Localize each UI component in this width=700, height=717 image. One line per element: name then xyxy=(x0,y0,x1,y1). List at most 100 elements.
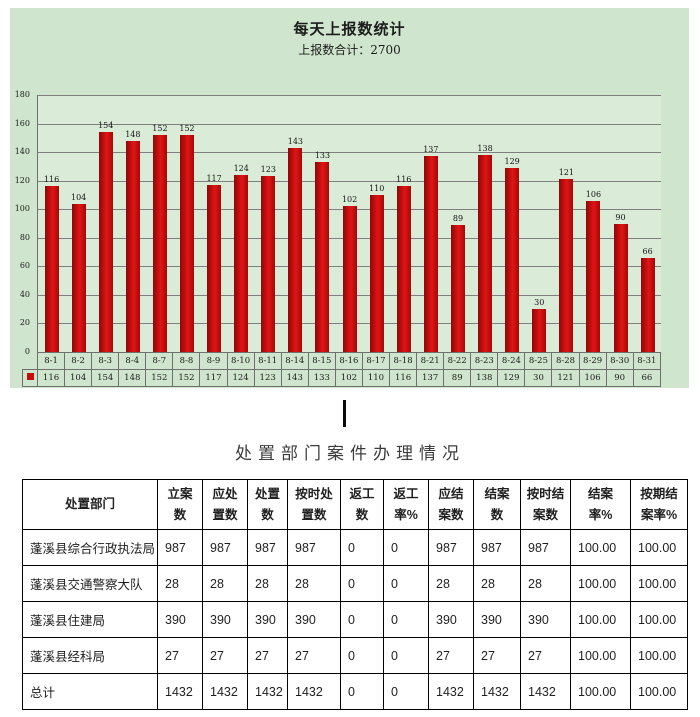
x-value-cell: 117 xyxy=(199,369,228,387)
table-cell: 蓬溪县综合行政执法局 xyxy=(22,529,158,566)
bar-slot-8-14: 143 xyxy=(282,95,309,352)
x-label-cell: 8-28 xyxy=(551,352,580,370)
table-cell: 28 xyxy=(520,565,571,602)
table-cell: 100.00 xyxy=(570,637,631,674)
bar-slot-8-11: 123 xyxy=(255,95,282,352)
chart-subtitle: 上报数合计：2700 xyxy=(298,43,401,57)
x-label-cell: 8-11 xyxy=(253,352,282,370)
table-cell: 100.00 xyxy=(630,529,688,566)
gridline xyxy=(38,180,661,182)
bar-value-label: 121 xyxy=(558,168,574,178)
table-cell: 28 xyxy=(287,565,341,602)
bar-value-label: 116 xyxy=(43,175,60,185)
x-value-cell: 104 xyxy=(64,369,93,387)
x-label-cell: 8-22 xyxy=(443,352,472,370)
x-value-cell: 152 xyxy=(172,369,201,387)
table-cell: 390 xyxy=(287,601,341,638)
x-value-cell: 154 xyxy=(91,369,120,387)
bar xyxy=(261,176,276,352)
corner-cell xyxy=(23,353,38,370)
bar-value-label: 110 xyxy=(369,183,385,193)
header-cell: 返工 率% xyxy=(383,479,429,530)
bar-value-label: 90 xyxy=(615,212,626,222)
department-table: 处置部门 立案 数应处 置数 处置 数按时处 置数 返工 数返工 率% 应结 案数 结案 … xyxy=(22,479,688,710)
bar-value-label: 102 xyxy=(341,195,358,205)
table-cell: 28 xyxy=(247,565,288,602)
bar-slot-8-1: 116 xyxy=(38,95,65,352)
bar xyxy=(44,186,59,352)
table-cell: 0 xyxy=(383,529,429,566)
table-cell: 28 xyxy=(473,565,521,602)
header-cell: 立案 数 xyxy=(157,479,203,530)
table-cell: 987 xyxy=(202,529,248,566)
table-cell: 390 xyxy=(247,601,288,638)
bar-value-label: 66 xyxy=(642,246,653,256)
table-cell: 28 xyxy=(157,565,203,602)
table-cell: 总计 xyxy=(22,673,158,710)
x-value-cell: 137 xyxy=(416,369,445,387)
table-cell: 390 xyxy=(428,601,474,638)
table-cell: 390 xyxy=(520,601,571,638)
table-row: 蓬溪县住建局 390 390 390 390 0 0 390 390 390 100.00 100.0… xyxy=(22,601,688,638)
gridline xyxy=(38,123,661,125)
bar xyxy=(450,224,465,352)
table-cell: 100.00 xyxy=(630,673,688,710)
y-tick-label: 80 xyxy=(19,232,30,242)
x-value-cell: 124 xyxy=(226,369,255,387)
table-cell: 蓬溪县交通警察大队 xyxy=(22,565,158,602)
table-cell: 0 xyxy=(340,673,384,710)
table-body: 蓬溪县综合行政执法局 987 987 987 987 0 0 987 987 987 100.00 1… xyxy=(22,529,688,710)
bar-slot-8-9: 117 xyxy=(201,95,228,352)
bar-slot-8-7: 152 xyxy=(146,95,173,352)
x-label-cell: 8-24 xyxy=(497,352,526,370)
header-cell: 按期结 案率% xyxy=(630,479,688,530)
x-label-cell: 8-30 xyxy=(605,352,634,370)
y-tick-label: 20 xyxy=(19,318,30,328)
y-axis: 0 20 40 60 80 100 120 140 160 180 xyxy=(10,91,34,356)
bar-value-label: 137 xyxy=(423,145,439,155)
bar-slot-8-25: 30 xyxy=(526,95,553,352)
bar-slot-8-30: 90 xyxy=(607,95,634,352)
bar-value-label: 123 xyxy=(260,165,276,175)
chart-title: 每天上报数统计 xyxy=(293,20,406,38)
x-label-cell: 8-2 xyxy=(64,352,93,370)
x-label-cell: 8-21 xyxy=(416,352,445,370)
table-cell: 100.00 xyxy=(570,601,631,638)
table-cell: 27 xyxy=(247,637,288,674)
table-cell: 0 xyxy=(340,601,384,638)
table-cell: 987 xyxy=(287,529,341,566)
y-tick-label: 100 xyxy=(14,204,30,214)
header-cell: 结案 率% xyxy=(570,479,631,530)
bar-value-label: 152 xyxy=(179,123,195,133)
table-cell: 987 xyxy=(247,529,288,566)
x-value-cell: 30 xyxy=(524,369,553,387)
table-cell: 100.00 xyxy=(630,637,688,674)
bar-slot-8-8: 152 xyxy=(173,95,200,352)
y-tick-label: 180 xyxy=(14,90,30,99)
table-cell: 27 xyxy=(520,637,571,674)
table-cell: 100.00 xyxy=(570,529,631,566)
table-cell: 987 xyxy=(473,529,521,566)
bar-slot-8-21: 137 xyxy=(417,95,444,352)
header-row: 处置部门 立案 数应处 置数 处置 数按时处 置数 返工 数返工 率% 应结 案数 结案 … xyxy=(22,479,688,530)
x-value-cell: 123 xyxy=(253,369,282,387)
table-cell: 100.00 xyxy=(630,601,688,638)
y-tick-label: 0 xyxy=(24,347,30,356)
table-row: 总计 1432 1432 1432 1432 0 0 1432 1432 1432 100.00 10… xyxy=(22,673,688,710)
table-cell: 390 xyxy=(157,601,203,638)
bar xyxy=(478,154,493,352)
x-value-cell: 116 xyxy=(389,369,418,387)
table-row: 蓬溪县综合行政执法局 987 987 987 987 0 0 987 987 987 100.00 1… xyxy=(22,529,688,566)
x-label-cell: 8-14 xyxy=(280,352,309,370)
x-value-cell: 143 xyxy=(280,369,309,387)
bar-slot-8-4: 148 xyxy=(119,95,146,352)
table-cell: 0 xyxy=(340,637,384,674)
header-cell: 应处 置数 xyxy=(202,479,248,530)
table-cell: 蓬溪县经科局 xyxy=(22,637,158,674)
bar-slot-8-29: 106 xyxy=(580,95,607,352)
x-value-cell: 133 xyxy=(307,369,336,387)
bar-value-label: 154 xyxy=(98,121,114,131)
header-cell: 返工 数 xyxy=(340,479,384,530)
bar-slot-8-18: 116 xyxy=(390,95,417,352)
table-cell: 0 xyxy=(383,673,429,710)
